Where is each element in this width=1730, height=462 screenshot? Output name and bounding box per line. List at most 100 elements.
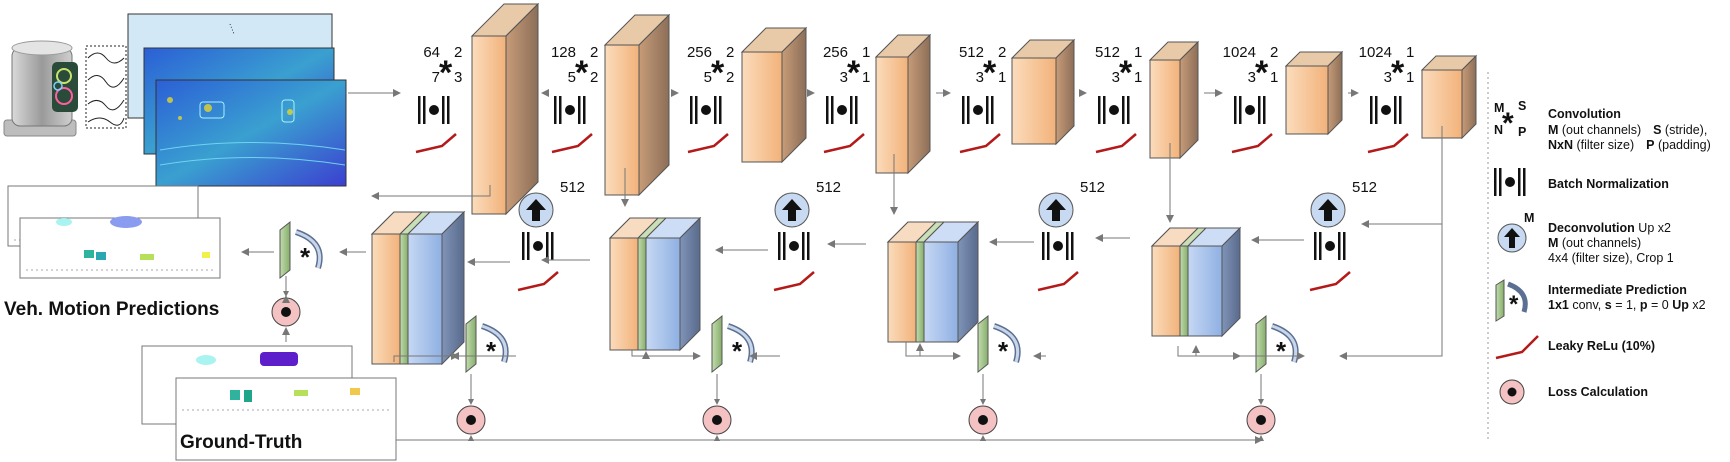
encoder-feature-map-7 [1284,50,1344,136]
padding-label: 1 [998,69,1006,86]
out-channels-label: 512 [1095,44,1120,61]
filter-size-label: 3 [840,69,848,86]
intermediate-prediction-1: * [465,314,509,374]
leaky-relu-icon [1231,133,1273,154]
deconvolution-icon [774,192,810,228]
svg-text:M: M [1524,211,1534,225]
encoder-feature-map-3 [740,26,808,164]
skip-connection-arrow [371,185,491,200]
final-prediction: * [279,220,323,280]
stride-label: 1 [862,44,870,61]
decoder-concat-block-3 [886,220,980,344]
leaky-relu-icon [415,133,457,154]
leaky-relu-icon [1095,133,1137,154]
padding-label: 1 [862,69,870,86]
loss-calculation-icon [1246,405,1276,435]
encoder-feature-map-4 [874,33,932,175]
svg-text:M (out channels)S (stride),: M (out channels) S (stride), [1548,123,1707,137]
leaky-relu-icon [551,133,593,154]
svg-text:M (out channels): M (out channels) [1548,236,1641,250]
loss-calculation-icon [456,405,486,435]
deconv-out-channels-label: 512 [816,179,841,196]
svg-text:S: S [1518,99,1526,113]
padding-label: 1 [1406,69,1414,86]
legend: M S N P * Convolution M (out channels) S … [1494,99,1711,405]
deconvolution-icon [1038,192,1074,228]
convolution-star-icon: * [1119,54,1133,92]
svg-text:P: P [1518,125,1526,139]
batch-norm-icon [690,96,722,124]
svg-text:Intermediate Prediction: Intermediate Prediction [1548,283,1687,297]
out-channels-label: 128 [551,44,576,61]
to-prediction-arrow [393,352,459,362]
svg-text:Leaky ReLu (10%): Leaky ReLu (10%) [1548,339,1655,353]
svg-text:*: * [1276,336,1287,366]
filter-size-label: 5 [704,69,712,86]
encoder-feature-map-2 [603,13,671,197]
padding-label: 1 [1134,69,1142,86]
leaky-relu-icon [959,133,1001,154]
legend-loss-icon [1499,379,1525,405]
stride-label: 2 [998,44,1006,61]
decoder-concat-block-1 [370,210,466,366]
svg-text:Convolution: Convolution [1548,107,1621,121]
convolution-star-icon: * [711,54,725,92]
to-prediction-arrow [631,350,701,360]
convolution-star-icon: * [1255,54,1269,92]
encoder-layer-3: 256 25 2* [687,44,734,154]
padding-label: 2 [590,69,598,86]
convolution-star-icon: * [575,54,589,92]
scan-waveform-icon [85,45,127,129]
loss-calculation-icon [271,297,301,327]
loss-calculation-icon [702,405,732,435]
encoder-layer-7: 1024 23 1* [1223,44,1278,154]
padding-label: 1 [1270,69,1278,86]
batch-norm-icon [1314,232,1346,260]
filter-size-label: 3 [1112,69,1120,86]
leaky-relu-icon [517,271,559,292]
deconv-out-channels-label: 512 [1080,179,1105,196]
encoder-feature-map-8 [1420,54,1478,140]
batch-norm-icon [1234,96,1266,124]
svg-text:Loss Calculation: Loss Calculation [1548,385,1648,399]
padding-label: 3 [454,69,462,86]
ground-truth-panels [141,345,397,461]
filter-size-label: 3 [1248,69,1256,86]
stride-label: 2 [1270,44,1278,61]
out-channels-label: 1024 [1359,44,1392,61]
filter-size-label: 7 [432,69,440,86]
encoder-feature-map-1 [470,2,540,216]
encoder-feature-map-6 [1148,40,1200,160]
batch-norm-icon [1370,96,1402,124]
convolution-star-icon: * [847,54,861,92]
decoder-stage-1: 512 [1309,179,1377,292]
batch-norm-icon [1098,96,1130,124]
out-channels-label: 256 [823,44,848,61]
input-depth-images [127,13,347,187]
svg-text:M: M [1494,101,1504,115]
convolution-star-icon: * [1502,107,1514,140]
batch-norm-icon [962,96,994,124]
legend-relu-icon [1495,335,1539,360]
stride-label: 2 [726,44,734,61]
encoder-layer-2: 128 25 2* [551,44,598,154]
to-prediction-arrow [905,342,961,360]
out-channels-label: 512 [959,44,984,61]
batch-norm-icon [826,96,858,124]
leaky-relu-icon [823,133,865,154]
leaky-relu-icon [1037,271,1079,292]
ground-truth-caption: Ground-Truth [180,432,302,453]
leaky-relu-icon [773,271,815,292]
svg-text:N: N [1494,123,1503,137]
batch-norm-icon [554,96,586,124]
encoder-layer-6: 512 13 1* [1095,44,1142,154]
out-channels-label: 256 [687,44,712,61]
convolution-star-icon: * [983,54,997,92]
loss-calculation-icon [968,405,998,435]
svg-text:*: * [486,336,497,366]
legend-deconvolution-icon: M [1497,211,1534,253]
svg-text:*: * [1509,291,1519,318]
filter-size-label: 3 [976,69,984,86]
svg-text:4x4 (filter size), Crop 1: 4x4 (filter size), Crop 1 [1548,251,1674,265]
intermediate-prediction-2: * [711,314,755,374]
